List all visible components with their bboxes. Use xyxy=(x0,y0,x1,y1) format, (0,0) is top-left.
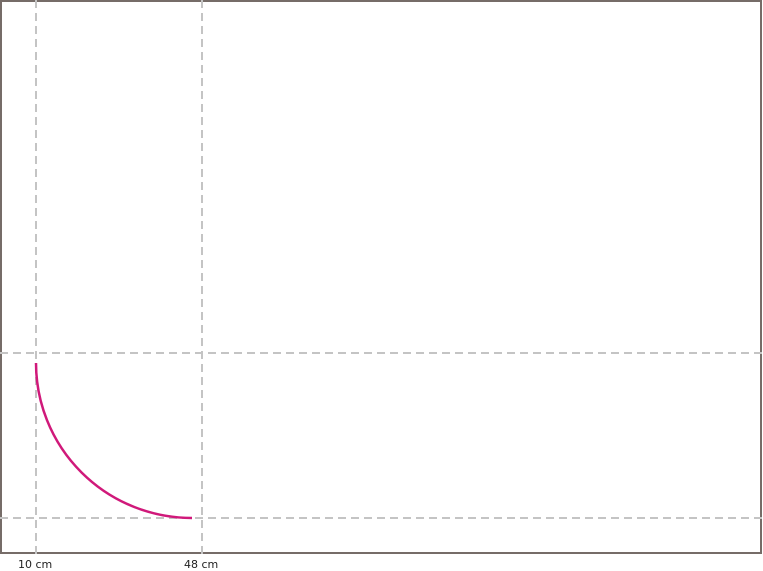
dimension-label: 10 cm xyxy=(18,558,52,571)
frame xyxy=(0,0,762,554)
arc xyxy=(34,362,193,520)
dimension-label: 48 cm xyxy=(184,558,218,571)
